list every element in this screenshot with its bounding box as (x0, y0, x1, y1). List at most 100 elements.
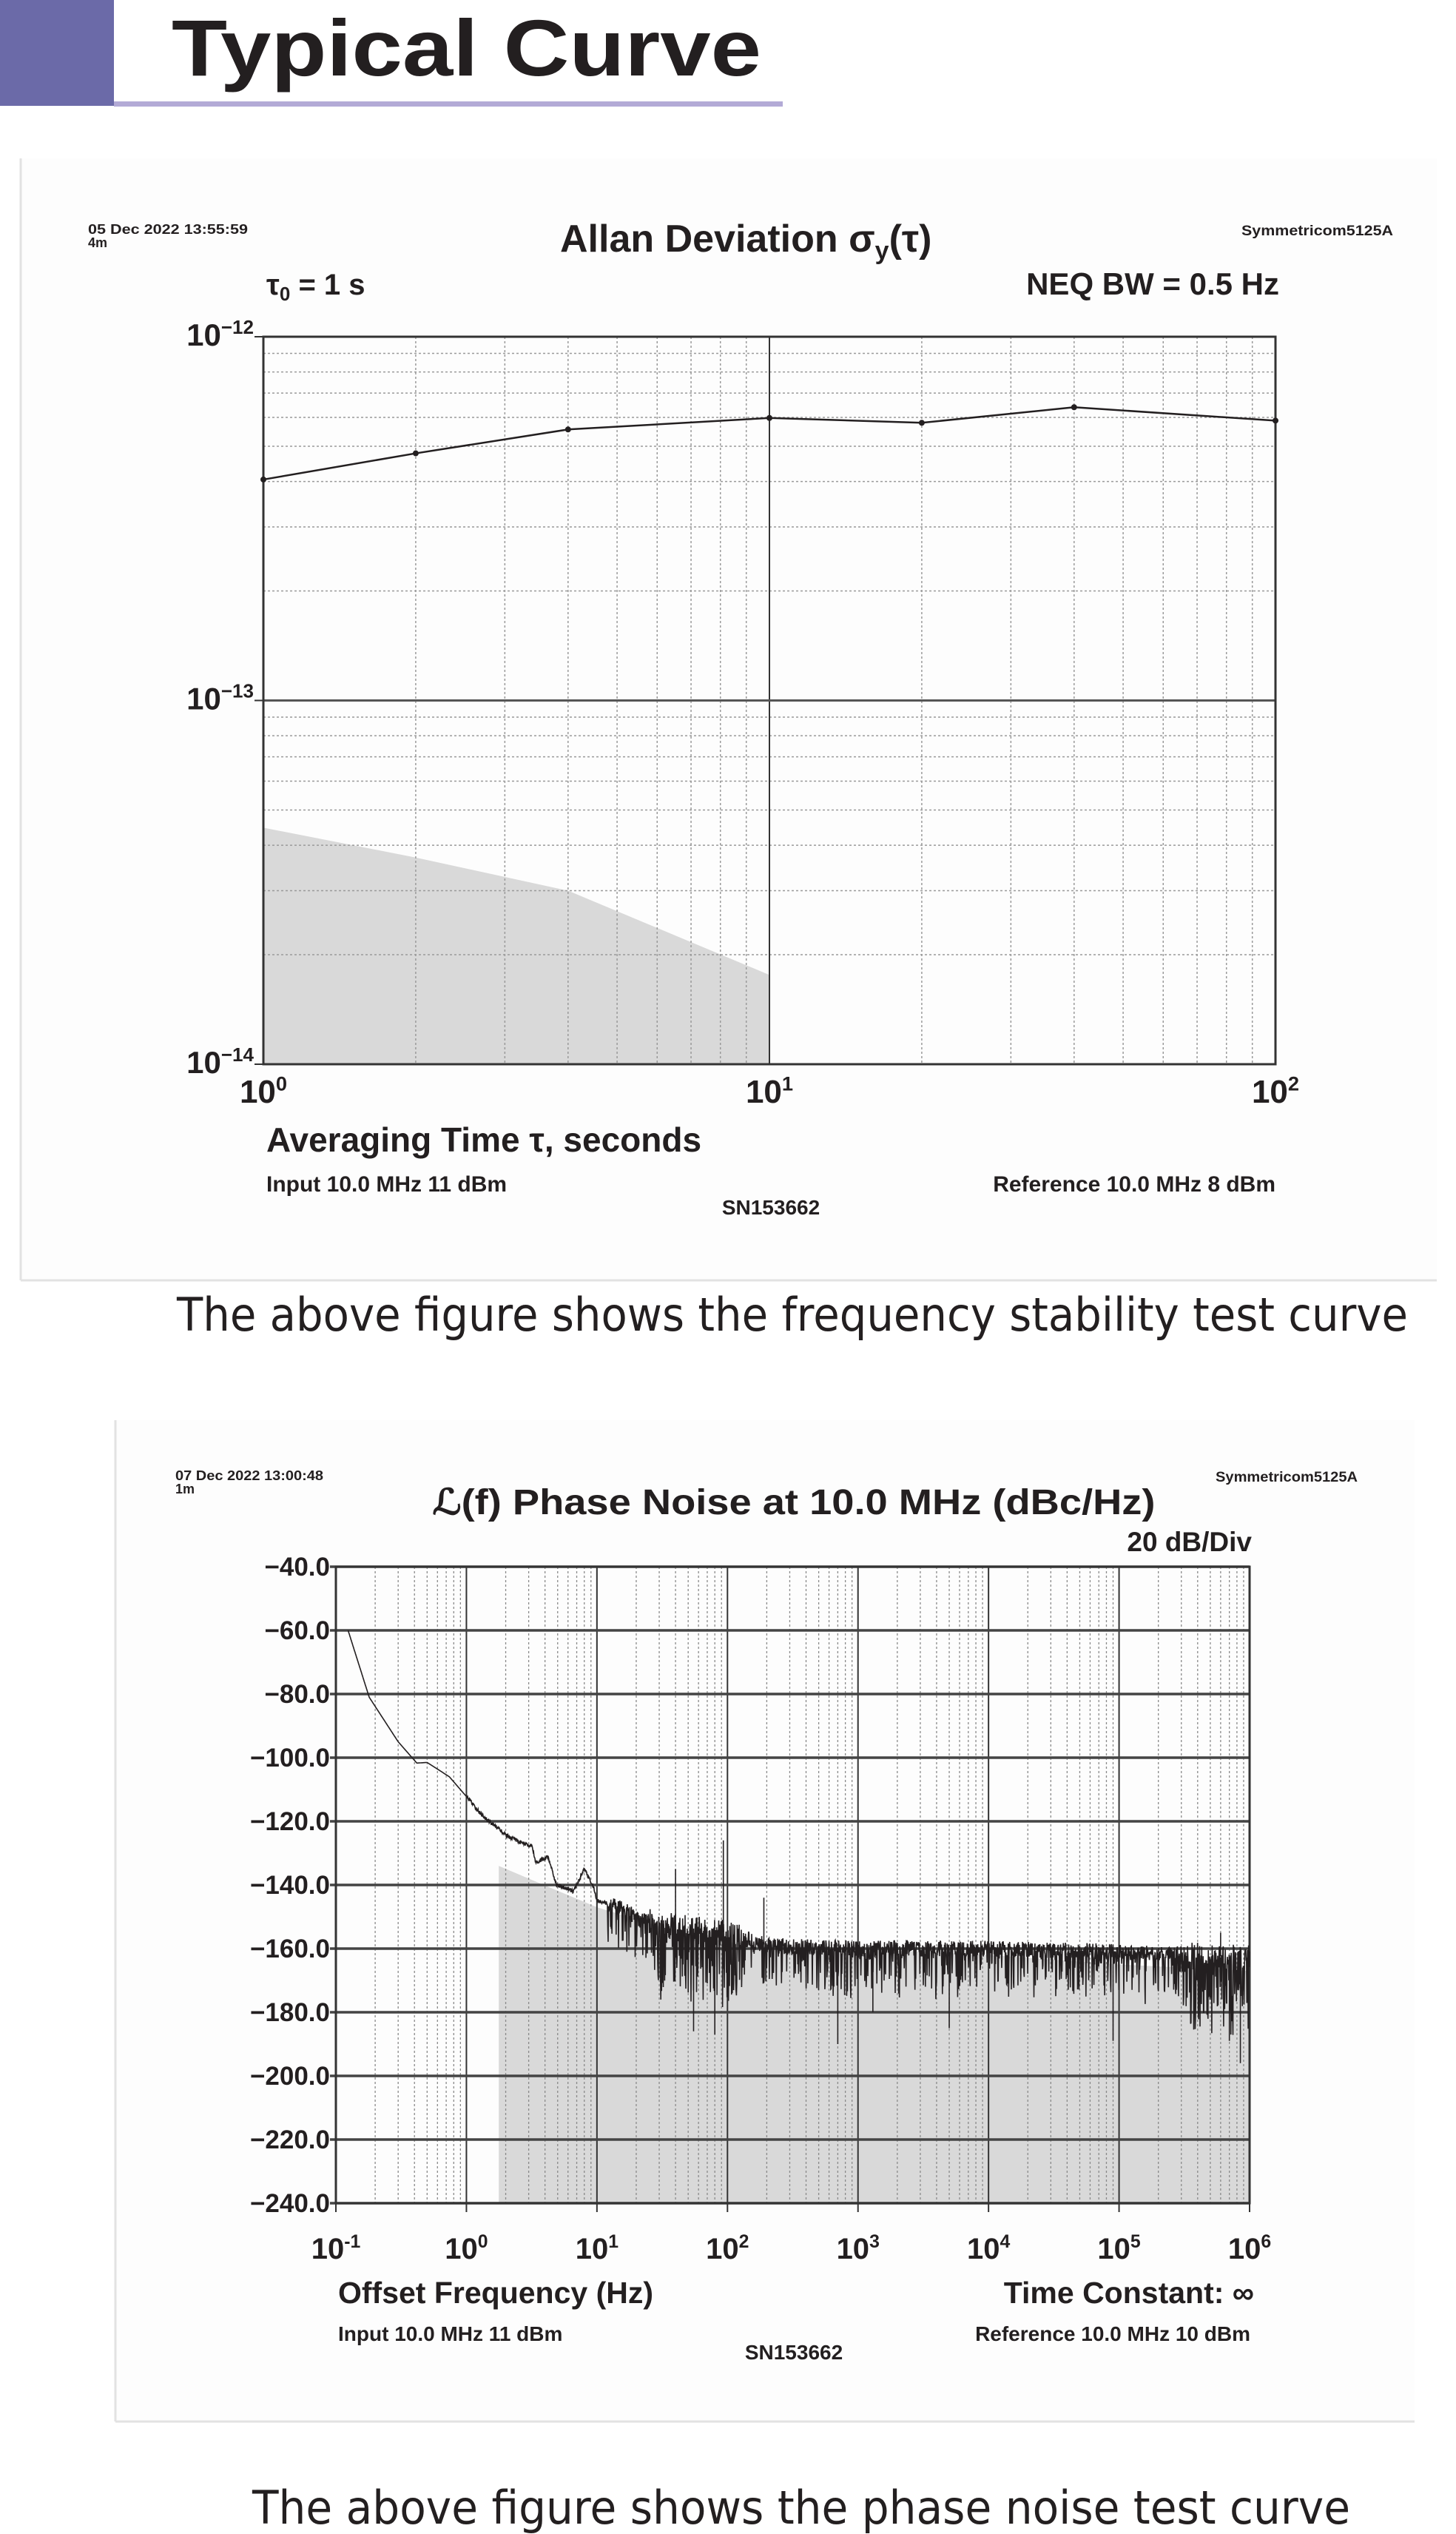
tau-subscript: 0 (280, 283, 290, 305)
tick-exponent: 4 (1000, 2232, 1010, 2252)
header-underline (114, 101, 783, 107)
tick-exponent: 2 (1288, 1072, 1299, 1095)
tick-base: 10 (746, 1074, 782, 1110)
phase-noise-trace (347, 1630, 1250, 2035)
y-tick-label: −220.0 (250, 2125, 330, 2154)
y-tick-label: −100.0 (250, 1744, 330, 1772)
pn-timestamp: 07 Dec 2022 13:00:48 (175, 1468, 323, 1483)
allan-tau0: τ0 = 1 s (266, 269, 365, 305)
pn-instrument: Symmetricom5125A (1216, 1470, 1358, 1485)
tick-base: 10 (576, 2233, 609, 2265)
pn-plot-area: −40.0 −60.0 −80.0 −100.0 −120.0 −140.0 −160.0 −… (250, 1553, 1271, 2265)
tick-base: 10 (311, 2233, 345, 2265)
pn-chart-title: ℒ(f) Phase Noise at 10.0 MHz (dBc/Hz) (433, 1483, 1156, 1522)
page-title: Typical Curve (172, 3, 761, 93)
tick-base: 10 (706, 2233, 739, 2265)
phase-noise-caption: The above figure shows the phase noise t… (252, 2481, 1350, 2534)
allan-bandwidth: NEQ BW = 0.5 Hz (1026, 266, 1279, 301)
y-tick-label: −40.0 (264, 1553, 330, 1582)
tick-exponent: 1 (608, 2232, 619, 2252)
title-subscript: y (875, 237, 889, 265)
title-tail: (τ) (889, 218, 932, 261)
tick-exponent: −12 (221, 316, 254, 338)
tick-label: 104 (967, 2232, 1011, 2265)
tick-exponent: −14 (221, 1043, 255, 1066)
y-tick-label: −240.0 (250, 2189, 330, 2218)
y-tick-label: −180.0 (250, 1998, 330, 2027)
allan-reference: Reference 10.0 MHz 8 dBm (993, 1172, 1275, 1197)
pn-serial: SN153662 (745, 2341, 843, 2364)
tick-exponent: 6 (1261, 2232, 1271, 2252)
tick-label: 10−12 (186, 316, 254, 352)
allan-timestamp: 05 Dec 2022 13:55:59 (88, 222, 248, 237)
tick-label: 10−13 (186, 680, 254, 716)
pn-x-axis-label: Offset Frequency (Hz) (338, 2276, 653, 2310)
noise-floor-area (263, 827, 769, 1064)
tick-base: 10 (186, 317, 221, 352)
phase-noise-chart-panel (115, 1420, 1415, 2422)
tick-exponent: 3 (869, 2232, 880, 2252)
allan-data-point (766, 414, 772, 421)
tick-label: 102 (1252, 1072, 1299, 1110)
tick-exponent: −13 (221, 680, 254, 702)
tick-base: 10 (1252, 1074, 1288, 1110)
allan-input: Input 10.0 MHz 11 dBm (266, 1172, 507, 1197)
tick-label: 101 (746, 1072, 793, 1110)
pn-duration: 1m (175, 1482, 195, 1496)
tick-base: 10 (967, 2233, 1000, 2265)
allan-data-point (260, 476, 266, 483)
tick-base: 10 (186, 682, 221, 716)
tick-exponent: 1 (782, 1072, 793, 1095)
pn-scale: 20 dB/Div (1127, 1527, 1252, 1557)
allan-data-point (918, 420, 925, 426)
tick-base: 10 (186, 1045, 221, 1080)
pn-input: Input 10.0 MHz 11 dBm (338, 2322, 562, 2345)
allan-data-point (412, 450, 419, 457)
tick-base: 10 (837, 2233, 870, 2265)
y-tick-label: −60.0 (264, 1616, 330, 1645)
y-tick-label: −140.0 (250, 1871, 330, 1900)
tick-base: 10 (1097, 2233, 1130, 2265)
tau-symbol: τ (266, 269, 280, 301)
tick-label: 102 (706, 2232, 749, 2265)
allan-chart-panel (21, 158, 1437, 1280)
tick-exponent: 5 (1130, 2232, 1141, 2252)
tick-label: 101 (576, 2232, 619, 2265)
tick-exponent: 0 (276, 1072, 287, 1095)
tick-label: 100 (445, 2232, 488, 2265)
allan-serial: SN153662 (722, 1196, 820, 1219)
y-tick-label: −120.0 (250, 1807, 330, 1836)
header-accent-block (0, 0, 114, 106)
title-main: Allan Deviation σ (560, 218, 875, 261)
tick-base: 10 (1228, 2233, 1261, 2265)
tick-exponent: -1 (344, 2232, 360, 2252)
y-tick-label: −160.0 (250, 1935, 330, 1963)
tick-label: 106 (1228, 2232, 1271, 2265)
y-tick-label: −200.0 (250, 2062, 330, 2091)
tick-label: 103 (837, 2232, 880, 2265)
tick-base: 10 (240, 1074, 276, 1110)
tick-label: 105 (1097, 2232, 1141, 2265)
allan-chart-title: Allan Deviation σy(τ) (560, 218, 931, 265)
tick-label: 10−14 (186, 1043, 254, 1080)
tick-label: 100 (240, 1072, 287, 1110)
tick-exponent: 2 (739, 2232, 749, 2252)
allan-instrument: Symmetricom5125A (1241, 224, 1393, 239)
y-tick-label: −80.0 (264, 1680, 330, 1709)
pn-reference: Reference 10.0 MHz 10 dBm (975, 2322, 1250, 2345)
allan-data-point (564, 426, 571, 433)
pn-time-constant: Time Constant: ∞ (1004, 2276, 1254, 2310)
tick-exponent: 0 (478, 2232, 488, 2252)
allan-data-point (1273, 417, 1278, 424)
stability-caption: The above figure shows the frequency sta… (176, 1288, 1408, 1342)
allan-duration: 4m (88, 235, 107, 250)
tau-value: = 1 s (290, 269, 365, 301)
tick-label: 10-1 (311, 2232, 361, 2265)
plot-frame (334, 1565, 1251, 2205)
allan-data-point (1071, 404, 1077, 411)
tick-base: 10 (445, 2233, 478, 2265)
allan-x-axis-label: Averaging Time τ, seconds (266, 1120, 701, 1159)
